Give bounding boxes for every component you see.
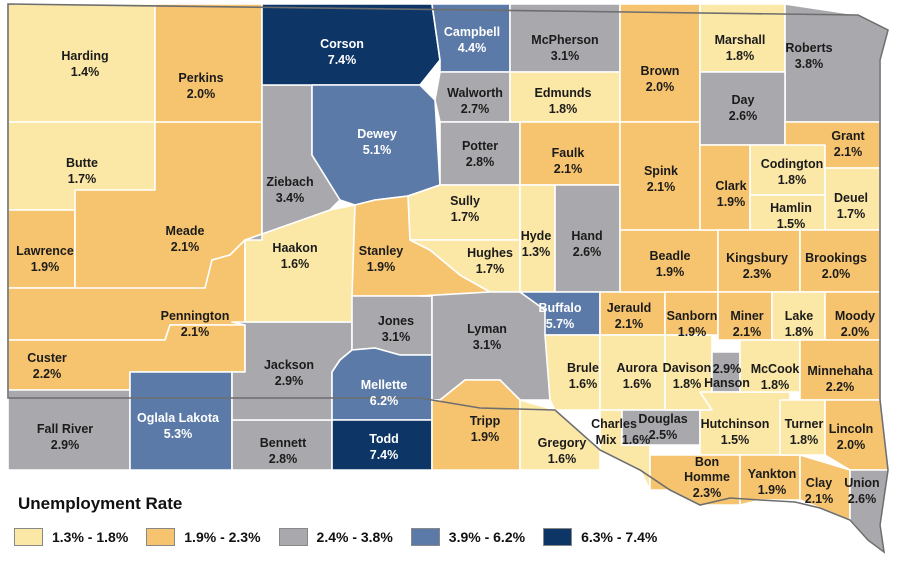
county-label-buffalo: Buffalo 5.7% bbox=[538, 301, 581, 331]
county-label-bennett: Bennett 2.8% bbox=[260, 436, 307, 466]
county-label-kingsbury: Kingsbury 2.3% bbox=[726, 251, 788, 281]
county-label-aurora: Aurora 1.6% bbox=[617, 361, 659, 391]
county-label-douglas: Douglas 2.5% bbox=[638, 412, 687, 442]
county-shapes bbox=[7, 3, 889, 553]
legend-item: 1.3% - 1.8% bbox=[14, 528, 128, 546]
legend-label: 3.9% - 6.2% bbox=[448, 529, 526, 545]
county-label-sully: Sully 1.7% bbox=[450, 194, 480, 224]
county-label-fall-river: Fall River 2.9% bbox=[37, 422, 93, 452]
county-label-hutchinson: Hutchinson 1.5% bbox=[701, 417, 770, 447]
county-label-perkins: Perkins 2.0% bbox=[178, 71, 223, 101]
county-label-jerauld: Jerauld 2.1% bbox=[607, 301, 651, 331]
legend-item: 6.3% - 7.4% bbox=[543, 528, 657, 546]
legend-label: 1.3% - 1.8% bbox=[52, 529, 129, 545]
county-label-union: Union 2.6% bbox=[844, 476, 879, 506]
county-label-jackson: Jackson 2.9% bbox=[264, 358, 314, 388]
county-labels: Harding 1.4% Butte 1.7% Lawrence 1.9% Meade 2.1… bbox=[16, 25, 880, 506]
county-label-harding: Harding 1.4% bbox=[61, 49, 108, 79]
county-label-hanson: 2.9% Hanson bbox=[704, 362, 750, 390]
county-label-spink: Spink 2.1% bbox=[644, 164, 678, 194]
legend-item: 3.9% - 6.2% bbox=[410, 528, 526, 546]
county-label-deuel: Deuel 1.7% bbox=[834, 191, 868, 221]
county-label-davison: Davison 1.8% bbox=[663, 361, 712, 391]
county-label-day: Day 2.6% bbox=[729, 93, 758, 123]
county-label-yankton: Yankton 1.9% bbox=[748, 467, 797, 497]
county-label-hamlin: Hamlin 1.5% bbox=[770, 201, 812, 231]
county-label-dewey: Dewey 5.1% bbox=[357, 127, 397, 157]
county-label-lawrence: Lawrence 1.9% bbox=[16, 244, 74, 274]
county-corson bbox=[261, 3, 441, 86]
legend-swatch bbox=[146, 528, 176, 546]
legend-label: 1.9% - 2.3% bbox=[184, 529, 261, 545]
legend-item: 2.4% - 3.8% bbox=[278, 528, 393, 546]
county-label-grant: Grant 2.1% bbox=[831, 129, 865, 159]
county-label-brookings: Brookings 2.0% bbox=[805, 251, 867, 281]
state-outline bbox=[7, 3, 889, 554]
county-label-turner: Turner 1.8% bbox=[785, 417, 824, 447]
county-perkins bbox=[154, 3, 263, 123]
county-label-marshall: Marshall 1.8% bbox=[715, 33, 766, 63]
county-label-bon-homme: Bon Homme 2.3% bbox=[684, 455, 730, 500]
county-label-walworth: Walworth 2.7% bbox=[447, 86, 503, 116]
county-label-butte: Butte 1.7% bbox=[66, 156, 98, 186]
county-label-jones: Jones 3.1% bbox=[378, 314, 414, 344]
county-label-codington: Codington 1.8% bbox=[761, 157, 823, 187]
county-label-potter: Potter 2.8% bbox=[462, 139, 498, 169]
county-label-mccook: McCook 1.8% bbox=[751, 362, 800, 392]
county-label-faulk: Faulk 2.1% bbox=[552, 146, 585, 176]
legend-title: Unemployment Rate bbox=[18, 494, 183, 513]
legend-label: 6.3% - 7.4% bbox=[581, 529, 658, 545]
county-label-lincoln: Lincoln 2.0% bbox=[829, 422, 873, 452]
county-label-stanley: Stanley 1.9% bbox=[359, 244, 404, 274]
county-label-corson: Corson 7.4% bbox=[320, 37, 364, 67]
county-label-moody: Moody 2.0% bbox=[835, 309, 875, 339]
legend-item: 1.9% - 2.3% bbox=[146, 528, 261, 546]
county-brown bbox=[619, 3, 701, 123]
county-label-mcpherson: McPherson 3.1% bbox=[531, 33, 598, 63]
county-label-ziebach: Ziebach 3.4% bbox=[266, 175, 313, 205]
county-label-miner: Miner 2.1% bbox=[730, 309, 763, 339]
legend-swatch bbox=[14, 528, 43, 546]
county-label-haakon: Haakon 1.6% bbox=[272, 241, 317, 271]
county-tripp bbox=[431, 379, 521, 471]
county-label-oglala-lakota: Oglala Lakota 5.3% bbox=[137, 411, 220, 441]
county-label-meade: Meade 2.1% bbox=[166, 224, 205, 254]
legend: 1.3% - 1.8% 1.9% - 2.3% 2.4% - 3.8% 3.9% - … bbox=[14, 528, 657, 546]
county-label-hyde: Hyde 1.3% bbox=[521, 229, 552, 259]
county-label-beadle: Beadle 1.9% bbox=[650, 249, 691, 279]
county-label-gregory: Gregory 1.6% bbox=[538, 436, 587, 466]
county-brule bbox=[544, 334, 601, 411]
legend-swatch bbox=[543, 528, 573, 546]
county-label-sanborn: Sanborn 1.9% bbox=[667, 309, 718, 339]
county-gregory bbox=[519, 399, 601, 471]
county-label-todd: Todd 7.4% bbox=[369, 432, 399, 462]
county-label-lyman: Lyman 3.1% bbox=[467, 322, 507, 352]
county-label-custer: Custer 2.2% bbox=[27, 351, 67, 381]
county-label-campbell: Campbell 4.4% bbox=[444, 25, 500, 55]
county-label-edmunds: Edmunds 1.8% bbox=[535, 86, 592, 116]
legend-swatch bbox=[410, 528, 440, 546]
county-label-lake: Lake 1.8% bbox=[785, 309, 814, 339]
county-label-roberts: Roberts 3.8% bbox=[785, 41, 832, 71]
legend-label: 2.4% - 3.8% bbox=[316, 529, 393, 545]
county-label-clay: Clay 2.1% bbox=[805, 476, 834, 506]
county-label-brown: Brown 2.0% bbox=[641, 64, 680, 94]
county-label-brule: Brule 1.6% bbox=[567, 361, 599, 391]
county-potter bbox=[439, 121, 521, 186]
county-label-hand: Hand 2.6% bbox=[571, 229, 602, 259]
legend-swatch bbox=[278, 528, 308, 546]
county-label-minnehaha: Minnehaha 2.2% bbox=[807, 364, 873, 394]
county-label-hughes: Hughes 1.7% bbox=[467, 246, 513, 276]
county-label-pennington: Pennington 2.1% bbox=[161, 309, 230, 339]
county-label-clark: Clark 1.9% bbox=[715, 179, 746, 209]
county-label-mellette: Mellette 6.2% bbox=[361, 378, 408, 408]
county-label-charles-mix: Charles Mix 1.6% bbox=[591, 417, 650, 447]
county-label-tripp: Tripp 1.9% bbox=[470, 414, 501, 444]
county-harding bbox=[7, 3, 156, 123]
